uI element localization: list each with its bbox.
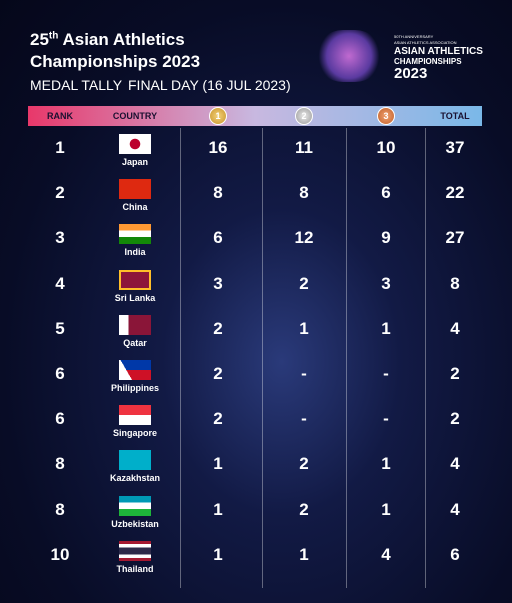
medal-header: 1 — [209, 107, 227, 125]
total: 37 — [445, 138, 465, 157]
column-divider — [425, 128, 426, 588]
title: 25th Asian Athletics — [30, 30, 185, 50]
medal-count: 6 — [381, 183, 391, 203]
header-bar — [28, 106, 482, 126]
medal-count: 1 — [213, 544, 223, 564]
column-divider — [262, 128, 263, 588]
total: 8 — [450, 273, 460, 293]
medal-count: 2 — [213, 318, 223, 338]
medal-count: 16 — [208, 138, 228, 157]
medal-count: 8 — [213, 183, 223, 203]
total: 4 — [450, 318, 460, 338]
medal-count: 12 — [294, 228, 314, 248]
title-suffix: th — [48, 30, 59, 42]
medal-header: 3 — [377, 107, 395, 125]
medal-count: - — [383, 364, 389, 383]
column-divider — [180, 128, 181, 588]
flag — [119, 134, 151, 154]
country-name: Kazakhstan — [109, 473, 161, 484]
country-name: China — [122, 202, 148, 213]
logo-year: 2023 — [394, 65, 428, 82]
medal-count: 2 — [299, 273, 309, 293]
title-line2: Championships 2023 — [30, 52, 201, 71]
medal-count: 2 — [299, 499, 309, 519]
logo-anniversary: 50TH ANNIVERSARY — [394, 34, 434, 39]
medal-count: 4 — [381, 544, 391, 564]
medal-count: 9 — [381, 228, 391, 248]
country-name: India — [124, 247, 146, 258]
date: FINAL DAY (16 JUL 2023) — [128, 77, 291, 93]
country-name: Qatar — [123, 337, 147, 348]
medal-count: 1 — [381, 454, 391, 474]
flag — [119, 405, 151, 426]
column-header: TOTAL — [440, 111, 470, 121]
total: 6 — [450, 544, 460, 564]
country-name: Philippines — [110, 383, 160, 393]
rank: 8 — [55, 499, 65, 519]
medal-count: 1 — [381, 499, 391, 519]
country-name: Japan — [121, 157, 149, 167]
flag — [119, 360, 151, 380]
total: 2 — [450, 409, 460, 429]
column-header: RANK — [47, 111, 73, 121]
medal-count: 1 — [213, 499, 223, 519]
medal-count: 1 — [381, 318, 391, 338]
subtitle: MEDAL TALLY — [30, 77, 123, 93]
logo-association: ASIAN ATHLETICS ASSOCIATION — [394, 40, 457, 45]
medal-count: 1 — [213, 454, 223, 474]
medal-header: 2 — [295, 107, 313, 125]
medal-count: 6 — [213, 228, 223, 248]
column-divider — [346, 128, 347, 588]
medal-count: 3 — [381, 273, 391, 293]
medal-count: - — [301, 364, 307, 383]
rank: 1 — [55, 138, 65, 157]
country-name: Singapore — [112, 428, 158, 439]
rank: 10 — [50, 544, 70, 564]
medal-count: 1 — [299, 544, 309, 564]
total: 4 — [450, 454, 460, 474]
logo-line1: ASIAN ATHLETICS — [394, 46, 483, 57]
rank: 6 — [55, 409, 65, 429]
rank: 5 — [55, 318, 65, 338]
total: 27 — [445, 228, 465, 248]
flag — [119, 224, 151, 245]
logo-emblem — [318, 30, 380, 82]
medal-count: 10 — [376, 138, 396, 157]
rank: 4 — [55, 273, 65, 293]
title-number: 25 — [30, 30, 49, 49]
country-name: Uzbekistan — [111, 518, 159, 529]
medal-count: 8 — [299, 183, 309, 203]
medal-count: 1 — [299, 318, 309, 338]
column-header: COUNTRY — [112, 111, 158, 121]
country-name: Sri Lanka — [114, 292, 156, 303]
medal-count: - — [383, 409, 389, 429]
rank: 2 — [55, 183, 65, 203]
logo-line2: CHAMPIONSHIPS — [394, 57, 462, 66]
rank: 8 — [55, 454, 65, 474]
medal-count: - — [301, 409, 307, 429]
medal-count: 3 — [213, 273, 223, 293]
total: 4 — [450, 499, 460, 519]
total: 2 — [450, 364, 460, 383]
title-line1: Asian Athletics — [62, 30, 185, 49]
flag — [119, 269, 151, 290]
flag — [119, 540, 151, 561]
medal-count: 2 — [213, 364, 223, 383]
rank: 3 — [55, 228, 65, 248]
total: 22 — [445, 183, 465, 203]
flag — [119, 314, 151, 335]
flag — [119, 179, 151, 200]
medal-count: 11 — [295, 138, 313, 157]
flag — [119, 450, 151, 471]
medal-count: 2 — [213, 409, 223, 429]
medal-count: 2 — [299, 454, 309, 474]
rank: 6 — [55, 364, 65, 383]
country-name: Thailand — [116, 563, 154, 574]
flag — [119, 495, 151, 516]
